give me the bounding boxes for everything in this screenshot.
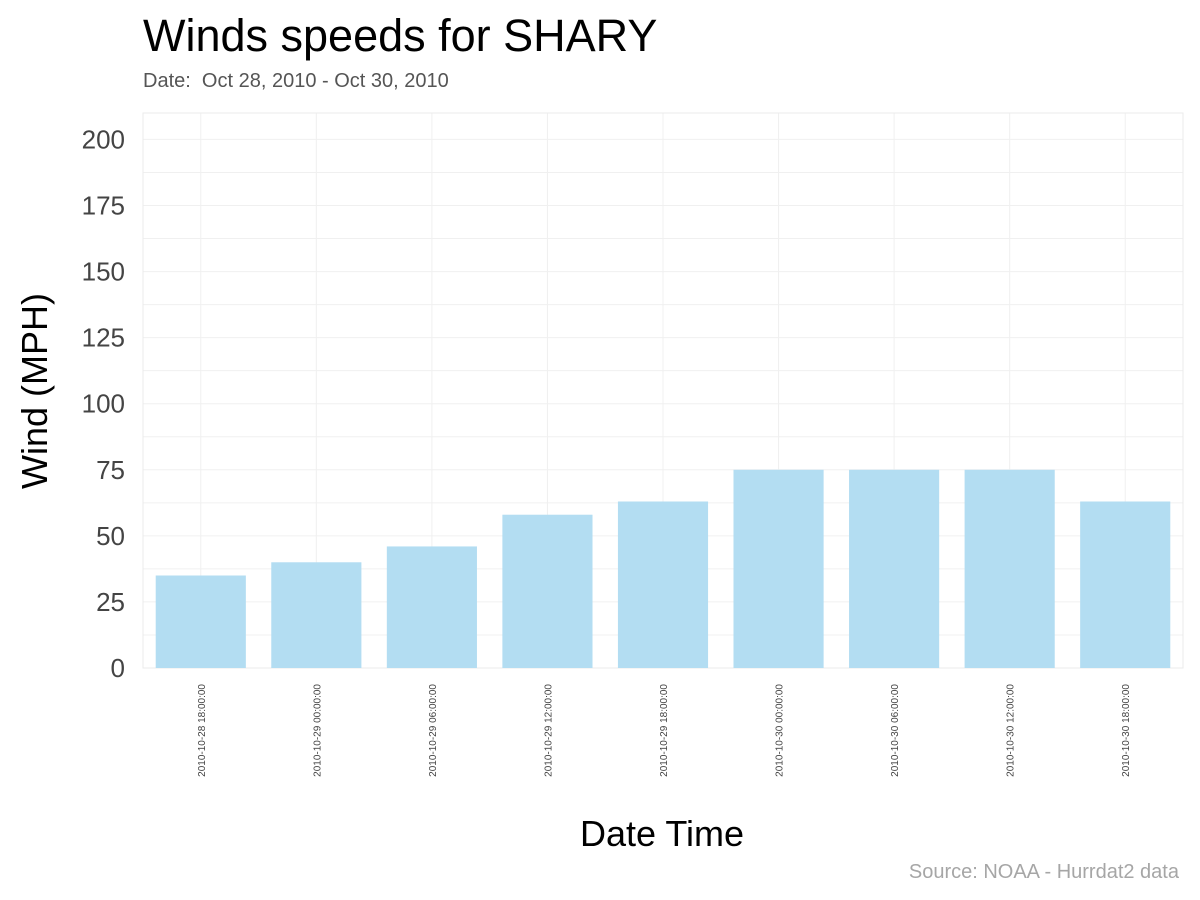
x-tick-label: 2010-10-30 00:00:00	[775, 684, 786, 777]
bar	[386, 546, 477, 668]
bar	[1080, 501, 1171, 668]
x-tick-label: 2010-10-28 18:00:00	[197, 684, 208, 777]
y-axis-ticks: 0 25 50 75 100 125 150 175 200	[82, 124, 125, 683]
y-axis-title: Wind (MPH)	[14, 293, 55, 489]
x-tick-label: 2010-10-30 12:00:00	[1006, 684, 1017, 777]
y-tick-label: 100	[82, 389, 125, 419]
chart-subtitle: Date: Oct 28, 2010 - Oct 30, 2010	[143, 70, 449, 92]
chart-title: Winds speeds for SHARY	[143, 10, 658, 61]
y-tick-label: 75	[96, 455, 125, 485]
bar	[502, 514, 593, 668]
x-tick-label: 2010-10-30 06:00:00	[890, 684, 901, 777]
x-tick-label: 2010-10-29 12:00:00	[543, 684, 554, 777]
x-tick-label: 2010-10-29 00:00:00	[312, 684, 323, 777]
y-tick-label: 200	[82, 124, 125, 154]
bar	[155, 575, 246, 668]
bar	[271, 562, 362, 668]
y-tick-label: 150	[82, 257, 125, 287]
x-axis-title: Date Time	[580, 813, 744, 854]
source-caption: Source: NOAA - Hurrdat2 data	[908, 861, 1179, 883]
bar	[964, 469, 1055, 668]
bar	[617, 501, 709, 668]
x-tick-label: 2010-10-30 18:00:00	[1121, 684, 1132, 777]
y-tick-label: 175	[82, 191, 125, 221]
y-tick-label: 125	[82, 323, 125, 353]
x-tick-label: 2010-10-29 18:00:00	[659, 684, 670, 777]
y-tick-label: 50	[96, 521, 125, 551]
x-tick-label: 2010-10-29 06:00:00	[428, 684, 439, 777]
bar	[849, 469, 940, 668]
y-tick-label: 0	[111, 653, 125, 683]
bars	[155, 469, 1171, 668]
bar	[733, 469, 824, 668]
y-tick-label: 25	[96, 587, 125, 617]
x-axis-ticks: 2010-10-28 18:00:00 2010-10-29 00:00:00 20…	[197, 684, 1132, 777]
